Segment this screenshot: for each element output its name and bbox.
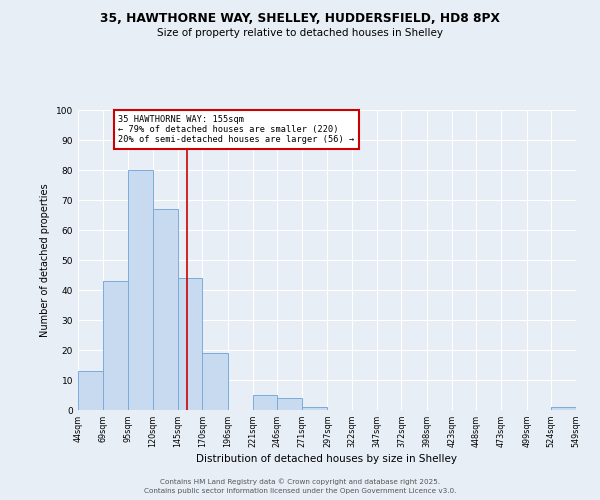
Bar [551, 407, 576, 410]
Text: Contains HM Land Registry data © Crown copyright and database right 2025.: Contains HM Land Registry data © Crown c… [160, 478, 440, 485]
Bar [103, 281, 128, 410]
X-axis label: Distribution of detached houses by size in Shelley: Distribution of detached houses by size … [197, 454, 458, 464]
Bar [202, 353, 228, 410]
Bar [178, 278, 202, 410]
Bar [128, 170, 153, 410]
Bar [302, 407, 328, 410]
Text: Contains public sector information licensed under the Open Government Licence v3: Contains public sector information licen… [144, 488, 456, 494]
Text: 35, HAWTHORNE WAY, SHELLEY, HUDDERSFIELD, HD8 8PX: 35, HAWTHORNE WAY, SHELLEY, HUDDERSFIELD… [100, 12, 500, 26]
Text: 35 HAWTHORNE WAY: 155sqm
← 79% of detached houses are smaller (220)
20% of semi-: 35 HAWTHORNE WAY: 155sqm ← 79% of detach… [118, 114, 355, 144]
Text: Size of property relative to detached houses in Shelley: Size of property relative to detached ho… [157, 28, 443, 38]
Bar [253, 395, 277, 410]
Bar [78, 371, 103, 410]
Bar [277, 398, 302, 410]
Y-axis label: Number of detached properties: Number of detached properties [40, 183, 50, 337]
Bar [153, 209, 178, 410]
